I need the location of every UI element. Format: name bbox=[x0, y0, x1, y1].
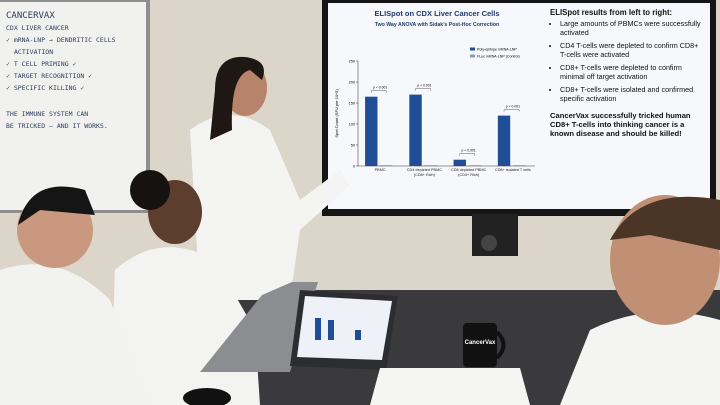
bar bbox=[512, 165, 526, 166]
presenter-coat bbox=[190, 115, 350, 300]
whiteboard-text: CANCERVAX CDX LIVER CANCER ✓ mRNA-LNP → DE… bbox=[6, 10, 116, 132]
whiteboard-line: THE IMMUNE SYSTEM CAN bbox=[6, 110, 89, 118]
monitor-screen bbox=[328, 3, 710, 209]
mug bbox=[463, 323, 497, 367]
bar bbox=[365, 96, 378, 166]
bullet-list: Large amounts of PBMCs were successfully… bbox=[550, 19, 705, 103]
laptop-left bbox=[200, 282, 318, 372]
whiteboard-line: ✓ mRNA-LNP → DENDRITIC CELLS bbox=[6, 36, 116, 44]
y-tick-label: 50 bbox=[351, 143, 355, 147]
camera bbox=[481, 235, 497, 251]
notes-heading: ELISpot results from left to right: bbox=[550, 8, 673, 17]
legend-swatch bbox=[470, 47, 475, 51]
student2-hair bbox=[18, 186, 95, 225]
chart-title: ELISpot on CDX Liver Cancer Cells bbox=[374, 9, 499, 18]
bar bbox=[497, 115, 511, 166]
mug-label: CancerVax bbox=[464, 340, 496, 346]
whiteboard-line: CANCERVAX bbox=[6, 11, 55, 21]
laptop-screen bbox=[297, 296, 392, 360]
whiteboard-line: BE TRICKED — AND IT WORKS. bbox=[6, 122, 108, 130]
y-tick-label: 150 bbox=[349, 101, 355, 105]
chart: ELISpot on CDX Liver Cancer Cells Two Way… bbox=[330, 6, 545, 206]
paper bbox=[370, 368, 530, 405]
student-hair bbox=[130, 170, 170, 210]
y-axis-label: Spot Count (SFU per 10^5) bbox=[334, 89, 339, 138]
laptop-bar bbox=[315, 318, 321, 340]
bar bbox=[380, 165, 393, 166]
bar bbox=[424, 165, 437, 166]
annotation: p < 0.001 bbox=[417, 84, 431, 88]
x-tick-label: CD4 depleted PBMC (CD8+ Rich) bbox=[406, 168, 442, 177]
cup bbox=[183, 388, 231, 405]
legend-label: Poly-epitope mRNA-LNP bbox=[477, 48, 517, 52]
laptop-bar bbox=[328, 320, 334, 340]
y-tick-label: 200 bbox=[349, 80, 355, 84]
bar bbox=[409, 94, 422, 166]
x-tick-label: CD8+ isolated T cells bbox=[494, 168, 531, 172]
legend-swatch bbox=[470, 54, 475, 58]
laptop-bar bbox=[355, 330, 361, 340]
annotation: p < 0.001 bbox=[506, 105, 520, 109]
chart-subtitle: Two Way ANOVA with Sidak's Post-Hoc Corr… bbox=[375, 22, 499, 28]
y-tick-label: 250 bbox=[349, 59, 355, 63]
bullet: CD8+ T-cells were depleted to confirm mi… bbox=[560, 63, 705, 81]
x-tick-label: CD8 depleted PBMC (CD4+ Rich) bbox=[451, 168, 487, 177]
legend-label: FLuc mRNA-LNP (Control) bbox=[477, 55, 520, 59]
conclusion: CancerVax successfully tricked human CD8… bbox=[550, 111, 691, 138]
whiteboard-line: ACTIVATION bbox=[14, 48, 54, 56]
bar bbox=[468, 165, 482, 166]
significance-bracket bbox=[459, 153, 476, 156]
student3-hair bbox=[610, 196, 720, 250]
camera-mount bbox=[472, 214, 518, 256]
annotation: p < 0.001 bbox=[462, 149, 476, 153]
significance-bracket bbox=[503, 109, 520, 112]
x-tick-label: PBMC bbox=[374, 168, 386, 172]
significance-bracket bbox=[371, 90, 387, 93]
chart-svg: ELISpot on CDX Liver Cancer Cells Two Way… bbox=[334, 9, 535, 168]
y-tick-label: 100 bbox=[349, 122, 355, 126]
bullet: CD8+ T-cells were isolated and confirmed… bbox=[560, 85, 705, 103]
whiteboard-line: ✓ SPECIFIC KILLING ✓ bbox=[6, 84, 85, 92]
whiteboard-line: ✓ T CELL PRIMING ✓ bbox=[6, 60, 77, 68]
mug-handle bbox=[495, 330, 506, 360]
bullet: CD4 T-cells were depleted to confirm CD8… bbox=[560, 41, 705, 59]
presenter-hair bbox=[210, 56, 264, 140]
bar bbox=[453, 159, 466, 166]
annotation: p < 0.001 bbox=[373, 86, 387, 90]
whiteboard bbox=[0, 2, 146, 210]
student3-coat bbox=[560, 312, 720, 405]
student2-coat bbox=[0, 264, 150, 405]
screen-notes: ELISpot results from left to right: Larg… bbox=[550, 8, 705, 138]
whiteboard-line: ✓ TARGET RECOGNITION ✓ bbox=[6, 72, 93, 80]
whiteboard-line: CDX LIVER CANCER bbox=[6, 24, 69, 32]
y-tick-label: 0 bbox=[353, 164, 355, 168]
bullet: Large amounts of PBMCs were successfully… bbox=[560, 19, 705, 37]
significance-bracket bbox=[415, 88, 431, 91]
